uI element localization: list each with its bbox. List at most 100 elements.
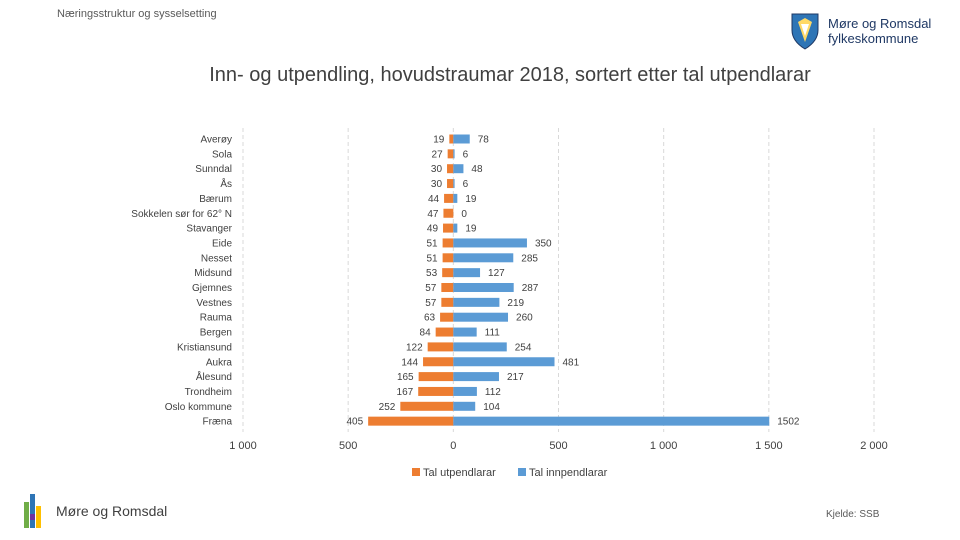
- x-tick-label: 500: [339, 440, 357, 452]
- category-label: Ålesund: [196, 370, 232, 383]
- data-label-innpendlarar: 217: [507, 372, 524, 383]
- bar-utpendlarar: [449, 134, 454, 144]
- x-tick-label: 1 000: [229, 440, 257, 452]
- chart-title: Inn- og utpendling, hovudstraumar 2018, …: [209, 64, 811, 86]
- data-label-utpendlarar: 167: [397, 387, 414, 398]
- category-label: Averøy: [201, 135, 233, 146]
- bar-utpendlarar: [442, 253, 454, 263]
- footer-logo: Møre og Romsdal: [24, 494, 167, 528]
- data-label-utpendlarar: 63: [424, 313, 436, 324]
- category-label: Eide: [212, 238, 232, 249]
- data-label-innpendlarar: 127: [488, 268, 505, 279]
- org-name-line1: Møre og Romsdal: [828, 16, 932, 31]
- category-label: Kristiansund: [177, 342, 232, 353]
- bar-innpendlarar: [453, 193, 458, 203]
- bar-innpendlarar: [453, 253, 514, 263]
- data-label-innpendlarar: 1502: [777, 417, 800, 428]
- category-label: Vestnes: [196, 298, 232, 309]
- data-label-innpendlarar: 19: [465, 194, 477, 205]
- bar-innpendlarar: [453, 134, 470, 144]
- data-label-innpendlarar: 0: [461, 209, 467, 220]
- legend-swatch-utpendlarar: [412, 468, 420, 476]
- bar-utpendlarar: [447, 149, 454, 159]
- bar-innpendlarar: [453, 149, 455, 159]
- category-label: Midsund: [194, 268, 232, 279]
- data-label-innpendlarar: 219: [507, 298, 524, 309]
- data-label-utpendlarar: 165: [397, 372, 414, 383]
- data-label-innpendlarar: 6: [463, 149, 469, 160]
- coat-of-arms-icon: [791, 13, 819, 50]
- data-label-utpendlarar: 49: [427, 224, 439, 235]
- bar-utpendlarar: [443, 223, 454, 233]
- data-label-utpendlarar: 57: [425, 298, 437, 309]
- bar-innpendlarar: [453, 297, 500, 307]
- category-label: Bærum: [199, 194, 232, 205]
- data-label-innpendlarar: 287: [522, 283, 539, 294]
- bar-utpendlarar: [441, 283, 454, 292]
- data-label-utpendlarar: 252: [379, 402, 396, 413]
- brand-bars-icon: [24, 494, 41, 528]
- data-label-innpendlarar: 285: [521, 253, 538, 264]
- bar-innpendlarar: [453, 327, 477, 337]
- bar-utpendlarar: [427, 342, 454, 352]
- bar-utpendlarar: [443, 208, 454, 218]
- data-label-utpendlarar: 51: [426, 253, 438, 264]
- county-logo: Møre og Romsdal fylkeskommune: [790, 12, 931, 50]
- data-label-innpendlarar: 481: [563, 357, 580, 368]
- bar-innpendlarar: [453, 223, 458, 233]
- bar-innpendlarar: [453, 386, 477, 396]
- bar-utpendlarar: [447, 164, 454, 174]
- legend-label-innpendlarar: Tal innpendlarar: [529, 467, 608, 479]
- x-tick-label: 1 500: [755, 440, 783, 452]
- bar-innpendlarar: [453, 357, 555, 367]
- data-label-utpendlarar: 30: [431, 164, 443, 175]
- bar-innpendlarar: [453, 401, 476, 411]
- bar-innpendlarar: [453, 238, 527, 248]
- bar-utpendlarar: [447, 179, 454, 189]
- data-label-utpendlarar: 51: [426, 238, 438, 249]
- data-label-innpendlarar: 350: [535, 238, 552, 249]
- bar-innpendlarar: [453, 416, 770, 426]
- bar-utpendlarar: [400, 401, 454, 411]
- data-label-utpendlarar: 19: [433, 135, 445, 146]
- bar-innpendlarar: [453, 372, 499, 382]
- category-label: Rauma: [200, 313, 233, 324]
- data-label-innpendlarar: 48: [471, 164, 483, 175]
- data-label-innpendlarar: 111: [485, 328, 501, 339]
- bar-utpendlarar: [442, 238, 454, 248]
- bar-utpendlarar: [418, 372, 454, 382]
- data-label-utpendlarar: 122: [406, 342, 423, 353]
- bar-innpendlarar: [453, 312, 509, 322]
- data-label-innpendlarar: 6: [463, 179, 469, 190]
- category-label: Sunndal: [195, 164, 232, 175]
- data-label-innpendlarar: 254: [515, 342, 532, 353]
- category-label: Ås: [220, 177, 232, 190]
- category-label: Oslo kommune: [165, 402, 233, 413]
- data-label-utpendlarar: 47: [427, 209, 439, 220]
- data-label-utpendlarar: 30: [431, 179, 443, 190]
- bar-utpendlarar: [423, 357, 454, 367]
- data-label-innpendlarar: 78: [478, 135, 490, 146]
- category-label: Sokkelen sør for 62° N: [131, 209, 232, 220]
- data-label-utpendlarar: 84: [420, 328, 432, 339]
- category-label: Sola: [212, 149, 232, 160]
- legend-label-utpendlarar: Tal utpendlarar: [423, 467, 496, 479]
- org-name-line2: fylkeskommune: [828, 31, 919, 46]
- x-tick-label: 0: [450, 440, 456, 452]
- footer-brand: Møre og Romsdal: [56, 503, 168, 519]
- category-label: Fræna: [203, 417, 233, 428]
- category-label: Trondheim: [185, 387, 232, 398]
- data-label-innpendlarar: 104: [483, 402, 500, 413]
- data-label-innpendlarar: 112: [485, 387, 501, 398]
- source-note: Kjelde: SSB: [826, 509, 880, 520]
- x-tick-label: 500: [549, 440, 567, 452]
- data-label-utpendlarar: 44: [428, 194, 440, 205]
- section-label: Næringsstruktur og sysselsetting: [57, 8, 217, 20]
- bar-utpendlarar: [368, 416, 454, 426]
- category-label: Aukra: [206, 357, 233, 368]
- category-label: Stavanger: [186, 224, 232, 235]
- bar-utpendlarar: [440, 312, 454, 322]
- category-label: Bergen: [200, 328, 232, 339]
- data-label-utpendlarar: 53: [426, 268, 438, 279]
